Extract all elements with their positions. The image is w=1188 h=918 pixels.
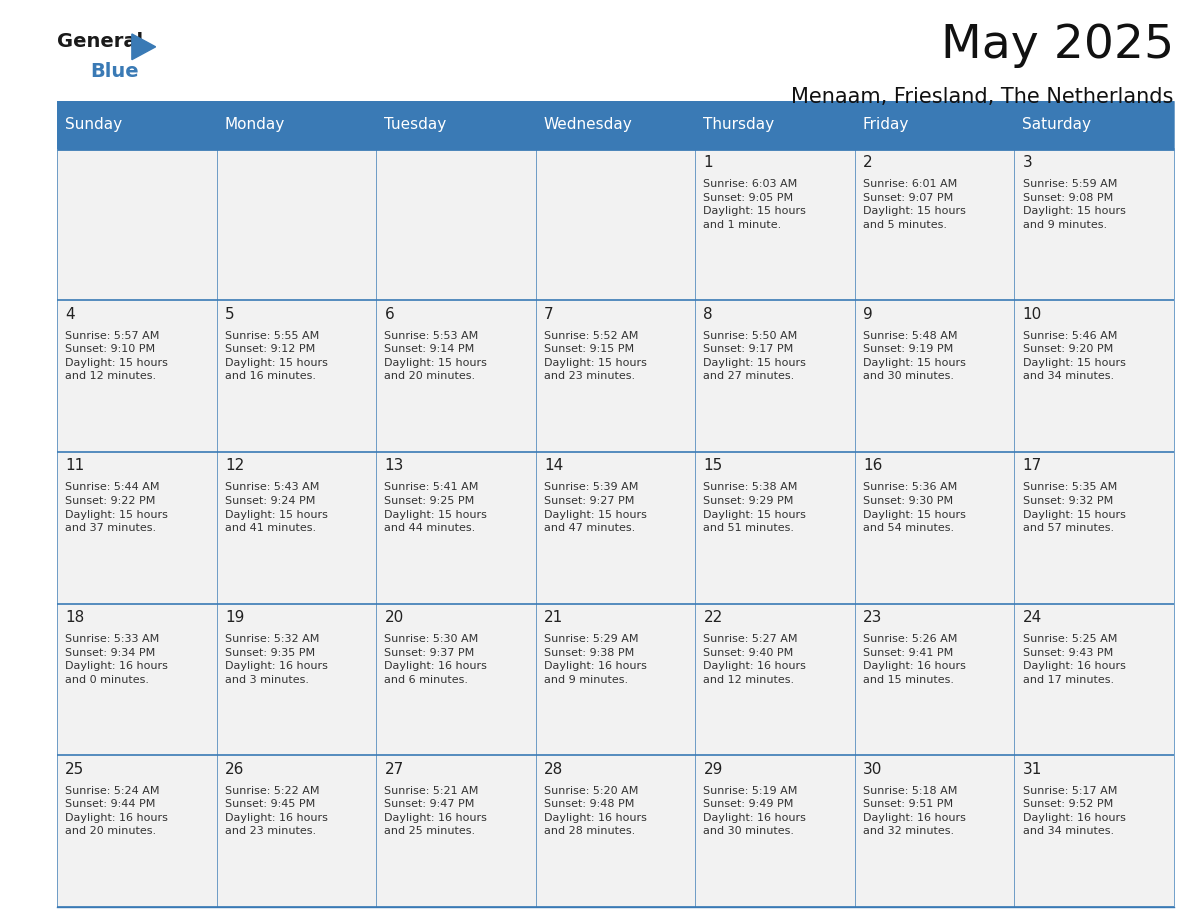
Text: Sunrise: 5:18 AM
Sunset: 9:51 PM
Daylight: 16 hours
and 32 minutes.: Sunrise: 5:18 AM Sunset: 9:51 PM Dayligh… bbox=[862, 786, 966, 836]
Bar bbox=[57, 149, 1174, 300]
Bar bbox=[57, 101, 1174, 149]
Text: General: General bbox=[57, 32, 143, 51]
Text: Sunrise: 5:29 AM
Sunset: 9:38 PM
Daylight: 16 hours
and 9 minutes.: Sunrise: 5:29 AM Sunset: 9:38 PM Dayligh… bbox=[544, 634, 646, 685]
Text: 15: 15 bbox=[703, 458, 722, 474]
Text: Sunrise: 5:38 AM
Sunset: 9:29 PM
Daylight: 15 hours
and 51 minutes.: Sunrise: 5:38 AM Sunset: 9:29 PM Dayligh… bbox=[703, 482, 807, 533]
Text: Sunrise: 5:35 AM
Sunset: 9:32 PM
Daylight: 15 hours
and 57 minutes.: Sunrise: 5:35 AM Sunset: 9:32 PM Dayligh… bbox=[1023, 482, 1125, 533]
Text: 6: 6 bbox=[385, 307, 394, 322]
Text: Saturday: Saturday bbox=[1022, 118, 1092, 132]
Text: 19: 19 bbox=[225, 610, 245, 625]
Text: 4: 4 bbox=[65, 307, 75, 322]
Text: Sunrise: 5:30 AM
Sunset: 9:37 PM
Daylight: 16 hours
and 6 minutes.: Sunrise: 5:30 AM Sunset: 9:37 PM Dayligh… bbox=[385, 634, 487, 685]
Text: 21: 21 bbox=[544, 610, 563, 625]
Text: Sunrise: 5:27 AM
Sunset: 9:40 PM
Daylight: 16 hours
and 12 minutes.: Sunrise: 5:27 AM Sunset: 9:40 PM Dayligh… bbox=[703, 634, 807, 685]
Text: Sunrise: 5:32 AM
Sunset: 9:35 PM
Daylight: 16 hours
and 3 minutes.: Sunrise: 5:32 AM Sunset: 9:35 PM Dayligh… bbox=[225, 634, 328, 685]
Text: Sunrise: 5:44 AM
Sunset: 9:22 PM
Daylight: 15 hours
and 37 minutes.: Sunrise: 5:44 AM Sunset: 9:22 PM Dayligh… bbox=[65, 482, 169, 533]
Text: 12: 12 bbox=[225, 458, 244, 474]
Text: 7: 7 bbox=[544, 307, 554, 322]
Text: 29: 29 bbox=[703, 762, 722, 777]
Text: 17: 17 bbox=[1023, 458, 1042, 474]
Text: Sunrise: 5:55 AM
Sunset: 9:12 PM
Daylight: 15 hours
and 16 minutes.: Sunrise: 5:55 AM Sunset: 9:12 PM Dayligh… bbox=[225, 330, 328, 382]
Text: 30: 30 bbox=[862, 762, 883, 777]
Text: 11: 11 bbox=[65, 458, 84, 474]
Text: 8: 8 bbox=[703, 307, 713, 322]
Text: 14: 14 bbox=[544, 458, 563, 474]
Text: Monday: Monday bbox=[225, 118, 285, 132]
Text: 22: 22 bbox=[703, 610, 722, 625]
Text: Friday: Friday bbox=[862, 118, 909, 132]
Text: Sunrise: 5:50 AM
Sunset: 9:17 PM
Daylight: 15 hours
and 27 minutes.: Sunrise: 5:50 AM Sunset: 9:17 PM Dayligh… bbox=[703, 330, 807, 382]
Text: Sunrise: 5:46 AM
Sunset: 9:20 PM
Daylight: 15 hours
and 34 minutes.: Sunrise: 5:46 AM Sunset: 9:20 PM Dayligh… bbox=[1023, 330, 1125, 382]
Text: 1: 1 bbox=[703, 155, 713, 170]
Text: Sunrise: 5:48 AM
Sunset: 9:19 PM
Daylight: 15 hours
and 30 minutes.: Sunrise: 5:48 AM Sunset: 9:19 PM Dayligh… bbox=[862, 330, 966, 382]
Text: Sunrise: 5:41 AM
Sunset: 9:25 PM
Daylight: 15 hours
and 44 minutes.: Sunrise: 5:41 AM Sunset: 9:25 PM Dayligh… bbox=[385, 482, 487, 533]
Text: Sunrise: 5:36 AM
Sunset: 9:30 PM
Daylight: 15 hours
and 54 minutes.: Sunrise: 5:36 AM Sunset: 9:30 PM Dayligh… bbox=[862, 482, 966, 533]
Text: 16: 16 bbox=[862, 458, 883, 474]
Text: Sunrise: 6:01 AM
Sunset: 9:07 PM
Daylight: 15 hours
and 5 minutes.: Sunrise: 6:01 AM Sunset: 9:07 PM Dayligh… bbox=[862, 179, 966, 230]
Text: 25: 25 bbox=[65, 762, 84, 777]
Text: Sunday: Sunday bbox=[65, 118, 122, 132]
Bar bbox=[57, 300, 1174, 452]
Text: Sunrise: 5:59 AM
Sunset: 9:08 PM
Daylight: 15 hours
and 9 minutes.: Sunrise: 5:59 AM Sunset: 9:08 PM Dayligh… bbox=[1023, 179, 1125, 230]
Text: 18: 18 bbox=[65, 610, 84, 625]
Text: Blue: Blue bbox=[90, 62, 139, 81]
Text: May 2025: May 2025 bbox=[941, 23, 1174, 68]
Text: Sunrise: 5:22 AM
Sunset: 9:45 PM
Daylight: 16 hours
and 23 minutes.: Sunrise: 5:22 AM Sunset: 9:45 PM Dayligh… bbox=[225, 786, 328, 836]
Bar bbox=[57, 604, 1174, 756]
Text: 13: 13 bbox=[385, 458, 404, 474]
Text: 9: 9 bbox=[862, 307, 873, 322]
Text: Thursday: Thursday bbox=[703, 118, 775, 132]
Text: Sunrise: 5:17 AM
Sunset: 9:52 PM
Daylight: 16 hours
and 34 minutes.: Sunrise: 5:17 AM Sunset: 9:52 PM Dayligh… bbox=[1023, 786, 1125, 836]
Text: 26: 26 bbox=[225, 762, 245, 777]
Text: 23: 23 bbox=[862, 610, 883, 625]
Text: Tuesday: Tuesday bbox=[384, 118, 447, 132]
Text: Menaam, Friesland, The Netherlands: Menaam, Friesland, The Netherlands bbox=[791, 87, 1174, 107]
Text: Sunrise: 5:43 AM
Sunset: 9:24 PM
Daylight: 15 hours
and 41 minutes.: Sunrise: 5:43 AM Sunset: 9:24 PM Dayligh… bbox=[225, 482, 328, 533]
Text: 10: 10 bbox=[1023, 307, 1042, 322]
Text: Sunrise: 5:52 AM
Sunset: 9:15 PM
Daylight: 15 hours
and 23 minutes.: Sunrise: 5:52 AM Sunset: 9:15 PM Dayligh… bbox=[544, 330, 646, 382]
Text: Sunrise: 5:26 AM
Sunset: 9:41 PM
Daylight: 16 hours
and 15 minutes.: Sunrise: 5:26 AM Sunset: 9:41 PM Dayligh… bbox=[862, 634, 966, 685]
Text: 27: 27 bbox=[385, 762, 404, 777]
Text: 28: 28 bbox=[544, 762, 563, 777]
Text: 2: 2 bbox=[862, 155, 873, 170]
Text: 20: 20 bbox=[385, 610, 404, 625]
Text: Sunrise: 5:33 AM
Sunset: 9:34 PM
Daylight: 16 hours
and 0 minutes.: Sunrise: 5:33 AM Sunset: 9:34 PM Dayligh… bbox=[65, 634, 169, 685]
Text: Sunrise: 5:39 AM
Sunset: 9:27 PM
Daylight: 15 hours
and 47 minutes.: Sunrise: 5:39 AM Sunset: 9:27 PM Dayligh… bbox=[544, 482, 646, 533]
Text: Sunrise: 5:19 AM
Sunset: 9:49 PM
Daylight: 16 hours
and 30 minutes.: Sunrise: 5:19 AM Sunset: 9:49 PM Dayligh… bbox=[703, 786, 807, 836]
Text: Sunrise: 5:53 AM
Sunset: 9:14 PM
Daylight: 15 hours
and 20 minutes.: Sunrise: 5:53 AM Sunset: 9:14 PM Dayligh… bbox=[385, 330, 487, 382]
Text: Sunrise: 5:25 AM
Sunset: 9:43 PM
Daylight: 16 hours
and 17 minutes.: Sunrise: 5:25 AM Sunset: 9:43 PM Dayligh… bbox=[1023, 634, 1125, 685]
Text: Sunrise: 6:03 AM
Sunset: 9:05 PM
Daylight: 15 hours
and 1 minute.: Sunrise: 6:03 AM Sunset: 9:05 PM Dayligh… bbox=[703, 179, 807, 230]
Text: Sunrise: 5:21 AM
Sunset: 9:47 PM
Daylight: 16 hours
and 25 minutes.: Sunrise: 5:21 AM Sunset: 9:47 PM Dayligh… bbox=[385, 786, 487, 836]
Text: Sunrise: 5:24 AM
Sunset: 9:44 PM
Daylight: 16 hours
and 20 minutes.: Sunrise: 5:24 AM Sunset: 9:44 PM Dayligh… bbox=[65, 786, 169, 836]
Text: 24: 24 bbox=[1023, 610, 1042, 625]
Text: 5: 5 bbox=[225, 307, 234, 322]
Text: Wednesday: Wednesday bbox=[544, 118, 632, 132]
Bar bbox=[57, 452, 1174, 604]
Bar bbox=[57, 756, 1174, 907]
Text: Sunrise: 5:20 AM
Sunset: 9:48 PM
Daylight: 16 hours
and 28 minutes.: Sunrise: 5:20 AM Sunset: 9:48 PM Dayligh… bbox=[544, 786, 646, 836]
Text: Sunrise: 5:57 AM
Sunset: 9:10 PM
Daylight: 15 hours
and 12 minutes.: Sunrise: 5:57 AM Sunset: 9:10 PM Dayligh… bbox=[65, 330, 169, 382]
Text: 3: 3 bbox=[1023, 155, 1032, 170]
Text: 31: 31 bbox=[1023, 762, 1042, 777]
Polygon shape bbox=[132, 34, 156, 60]
